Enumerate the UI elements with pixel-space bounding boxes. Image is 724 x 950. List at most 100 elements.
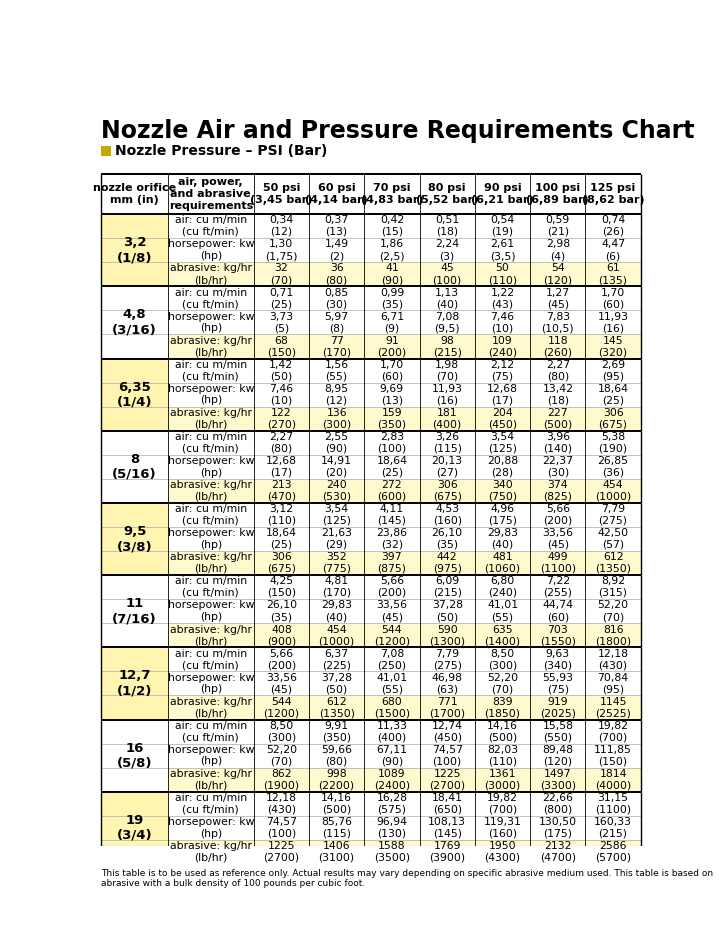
Text: 3,54
(125): 3,54 (125)	[488, 432, 517, 453]
Bar	[475, 358, 530, 383]
Bar	[364, 479, 420, 503]
Text: 0,99
(35): 0,99 (35)	[380, 288, 404, 309]
Text: 119,31
(160): 119,31 (160)	[484, 817, 521, 839]
Bar	[530, 744, 586, 768]
Text: 1,56
(55): 1,56 (55)	[324, 360, 349, 381]
Text: 145
(320): 145 (320)	[599, 335, 628, 357]
Text: 1,86
(2,5): 1,86 (2,5)	[379, 239, 405, 261]
Text: 4,53
(160): 4,53 (160)	[433, 504, 462, 525]
Text: 240
(530): 240 (530)	[322, 480, 351, 502]
Text: 90 psi
(6,21 bar): 90 psi (6,21 bar)	[471, 183, 534, 205]
Bar	[309, 527, 364, 551]
Bar	[168, 719, 253, 744]
Bar	[530, 695, 586, 719]
Bar	[253, 719, 309, 744]
Text: 59,66
(80): 59,66 (80)	[321, 745, 352, 767]
Bar	[253, 840, 309, 864]
Bar	[253, 479, 309, 503]
Text: 111,85
(150): 111,85 (150)	[594, 745, 632, 767]
Bar	[420, 311, 475, 334]
Bar	[364, 623, 420, 647]
Text: 18,64
(25): 18,64 (25)	[376, 456, 408, 478]
Bar	[530, 334, 586, 358]
Bar	[101, 146, 111, 156]
Text: 5,38
(190): 5,38 (190)	[599, 432, 628, 453]
Bar	[420, 286, 475, 311]
Text: air: cu m/min
(cu ft/min): air: cu m/min (cu ft/min)	[174, 504, 247, 525]
Text: air: cu m/min
(cu ft/min): air: cu m/min (cu ft/min)	[174, 649, 247, 670]
Text: 272
(600): 272 (600)	[377, 480, 407, 502]
Bar	[168, 768, 253, 791]
Bar	[586, 840, 641, 864]
Bar	[168, 503, 253, 527]
Text: abrasive: kg/hr
(lb/hr): abrasive: kg/hr (lb/hr)	[170, 841, 252, 863]
Bar	[586, 551, 641, 575]
Text: 52,20
(70): 52,20 (70)	[597, 600, 628, 622]
Bar	[253, 791, 309, 816]
Bar	[420, 672, 475, 695]
Bar	[253, 816, 309, 840]
Bar	[530, 575, 586, 599]
Bar	[586, 286, 641, 311]
Bar	[475, 383, 530, 407]
Text: 8,95
(12): 8,95 (12)	[324, 384, 349, 406]
Bar	[420, 791, 475, 816]
Text: 61
(135): 61 (135)	[599, 263, 628, 285]
Bar	[475, 599, 530, 623]
Bar	[309, 599, 364, 623]
Bar	[101, 647, 168, 719]
Text: 454
(1000): 454 (1000)	[319, 624, 355, 646]
Text: 80 psi
(5,52 bar): 80 psi (5,52 bar)	[416, 183, 479, 205]
Text: 4,8
(3/16): 4,8 (3/16)	[112, 309, 157, 336]
Text: 1,30
(1,75): 1,30 (1,75)	[265, 239, 298, 261]
Text: 0,34
(12): 0,34 (12)	[269, 216, 293, 237]
Bar	[253, 430, 309, 455]
Text: 4,11
(145): 4,11 (145)	[377, 504, 406, 525]
Text: 37,28
(50): 37,28 (50)	[321, 673, 352, 694]
Text: 8
(5/16): 8 (5/16)	[112, 453, 157, 481]
Bar	[475, 238, 530, 262]
Text: 703
(1550): 703 (1550)	[540, 624, 576, 646]
Text: 1497
(3300): 1497 (3300)	[540, 769, 576, 790]
Text: 0,71
(25): 0,71 (25)	[269, 288, 293, 309]
Bar	[364, 334, 420, 358]
Bar	[364, 238, 420, 262]
Text: Nozzle Pressure – PSI (Bar): Nozzle Pressure – PSI (Bar)	[115, 144, 327, 158]
Bar	[530, 286, 586, 311]
Bar	[586, 455, 641, 479]
Text: 54
(120): 54 (120)	[543, 263, 573, 285]
Text: 1145
(2525): 1145 (2525)	[595, 696, 631, 718]
Text: 2,83
(100): 2,83 (100)	[377, 432, 407, 453]
Text: horsepower: kw
(hp): horsepower: kw (hp)	[167, 673, 254, 694]
Text: 16,28
(575): 16,28 (575)	[376, 793, 408, 814]
Bar	[168, 575, 253, 599]
Bar	[420, 455, 475, 479]
Bar	[586, 647, 641, 672]
Text: 12,18
(430): 12,18 (430)	[597, 649, 628, 670]
Text: 7,83
(10,5): 7,83 (10,5)	[542, 312, 574, 333]
Text: 771
(1700): 771 (1700)	[429, 696, 466, 718]
Bar	[475, 647, 530, 672]
Bar	[475, 286, 530, 311]
Text: 82,03
(110): 82,03 (110)	[487, 745, 518, 767]
Text: 41
(90): 41 (90)	[381, 263, 403, 285]
Bar	[253, 262, 309, 286]
Bar	[168, 407, 253, 430]
Bar	[168, 816, 253, 840]
Text: air: cu m/min
(cu ft/min): air: cu m/min (cu ft/min)	[174, 360, 247, 381]
Text: 29,83
(40): 29,83 (40)	[321, 600, 352, 622]
Text: 11
(7/16): 11 (7/16)	[112, 598, 157, 625]
Text: 5,66
(200): 5,66 (200)	[543, 504, 573, 525]
Bar	[364, 358, 420, 383]
Text: 680
(1500): 680 (1500)	[374, 696, 410, 718]
Text: 74,57
(100): 74,57 (100)	[432, 745, 463, 767]
Bar	[420, 334, 475, 358]
Bar	[420, 527, 475, 551]
Bar	[420, 719, 475, 744]
Bar	[530, 262, 586, 286]
Text: 0,54
(19): 0,54 (19)	[490, 216, 515, 237]
Bar	[530, 672, 586, 695]
Text: 9,91
(350): 9,91 (350)	[322, 721, 351, 742]
Text: 44,74
(60): 44,74 (60)	[542, 600, 573, 622]
Text: 2586
(5700): 2586 (5700)	[595, 841, 631, 863]
